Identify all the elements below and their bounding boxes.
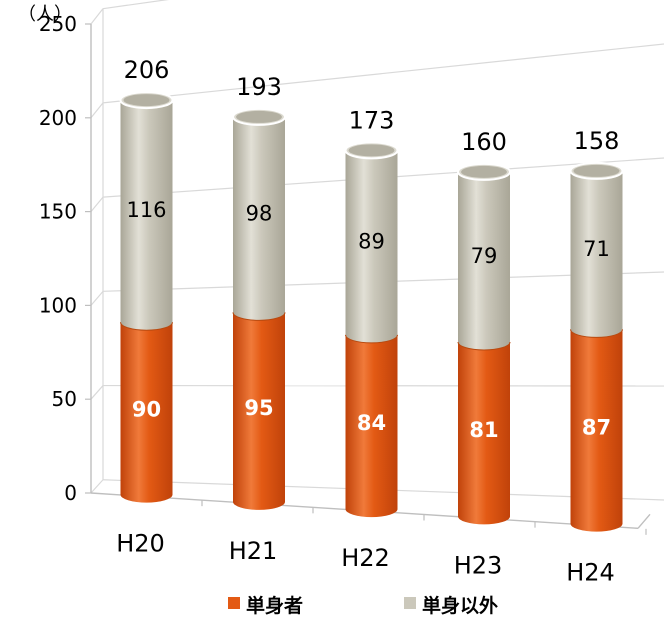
gridline-wall [90,8,104,25]
cylinder-H20 [119,91,174,503]
bar-lower-series [458,341,510,525]
bar-lower-series [345,334,398,518]
y-tick-label: 0 [64,481,77,505]
bar-lower-series [570,329,623,532]
legend-label-upper: 単身以外 [422,594,498,617]
y-tick-label: 100 [39,293,77,317]
bar-top-cap-inner [573,164,620,177]
bar-seam [345,334,398,344]
gridline-wall [90,290,104,306]
y-tick-label: 200 [39,106,77,130]
y-tick-label: 150 [39,200,77,224]
gridline-wall [90,102,104,119]
data-label-upper: 89 [358,230,385,254]
gridline-wall [90,479,104,494]
data-label-lower: 95 [244,396,273,420]
bar-upper-series [458,171,510,350]
y-tick-label: 50 [52,387,77,411]
legend-label-lower: 単身者 [246,594,303,617]
gridline-wall [90,385,104,400]
x-tick-label: H24 [566,559,615,587]
x-tick-label: H23 [454,551,503,579]
bar-seam [232,312,286,321]
bar-top-cap-inner [236,110,282,123]
legend-swatch-upper [404,597,416,609]
cylinder-H21 [232,107,286,510]
legend-swatch-lower [228,597,240,609]
gridline [102,43,664,104]
bar-upper-series [570,170,623,338]
cylinder-H22 [344,141,399,518]
x-tick-label: H22 [341,544,390,572]
y-unit-label: （人） [18,4,72,25]
data-label-total: 206 [124,56,170,84]
data-label-total: 173 [349,106,395,134]
x-tick-label: H21 [229,537,278,565]
bar-top-cap-inner [123,94,170,107]
gridline-wall [90,196,104,212]
data-label-lower: 87 [582,416,611,440]
data-label-lower: 84 [357,411,386,435]
bar-lower-series [120,322,173,503]
data-label-lower: 90 [132,397,161,421]
bar-upper-series [345,150,398,343]
data-label-upper: 116 [126,198,166,222]
data-label-lower: 81 [469,418,498,442]
data-label-total: 160 [461,128,507,156]
bar-top-cap-inner [461,165,507,178]
gridline [102,0,170,10]
data-label-upper: 98 [246,202,273,226]
data-label-upper: 79 [471,244,498,268]
bar-lower-series [233,312,285,510]
y-tick-label: 250 [39,12,77,36]
x-tick-label: H20 [116,530,165,558]
bar-upper-series [120,100,173,331]
bar-top-cap-inner [348,144,395,157]
x-axis-floor-edge [637,513,651,529]
data-label-total: 193 [236,73,282,101]
bar-seam [120,322,173,331]
legend: 単身者 単身以外 [228,594,498,617]
data-label-upper: 71 [583,237,610,261]
bar-seam [570,329,623,338]
bar-seam [457,341,511,351]
cylinder-H24 [569,161,624,532]
data-label-total: 158 [574,127,620,155]
bar-upper-series [233,116,285,321]
cylinder-H23 [457,162,511,525]
